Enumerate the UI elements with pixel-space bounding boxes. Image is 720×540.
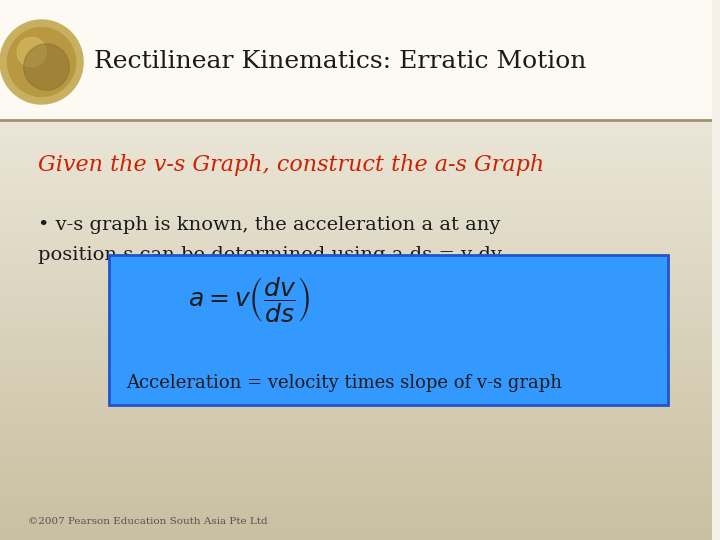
Circle shape — [24, 44, 69, 90]
Text: position s can be determined using a ds = v dv: position s can be determined using a ds … — [37, 246, 501, 264]
Circle shape — [17, 37, 46, 67]
Text: Given the v-s Graph, construct the a-s Graph: Given the v-s Graph, construct the a-s G… — [37, 154, 544, 176]
FancyBboxPatch shape — [109, 255, 667, 405]
Circle shape — [7, 28, 76, 97]
Text: • v-s graph is known, the acceleration a at any: • v-s graph is known, the acceleration a… — [37, 216, 500, 234]
FancyBboxPatch shape — [0, 0, 712, 120]
Text: Rectilinear Kinematics: Erratic Motion: Rectilinear Kinematics: Erratic Motion — [94, 51, 586, 73]
Text: Acceleration = velocity times slope of v-s graph: Acceleration = velocity times slope of v… — [127, 374, 562, 392]
Text: $a = v\left(\dfrac{dv}{ds}\right)$: $a = v\left(\dfrac{dv}{ds}\right)$ — [188, 275, 310, 325]
Text: ©2007 Pearson Education South Asia Pte Ltd: ©2007 Pearson Education South Asia Pte L… — [27, 517, 267, 526]
Circle shape — [0, 20, 83, 104]
